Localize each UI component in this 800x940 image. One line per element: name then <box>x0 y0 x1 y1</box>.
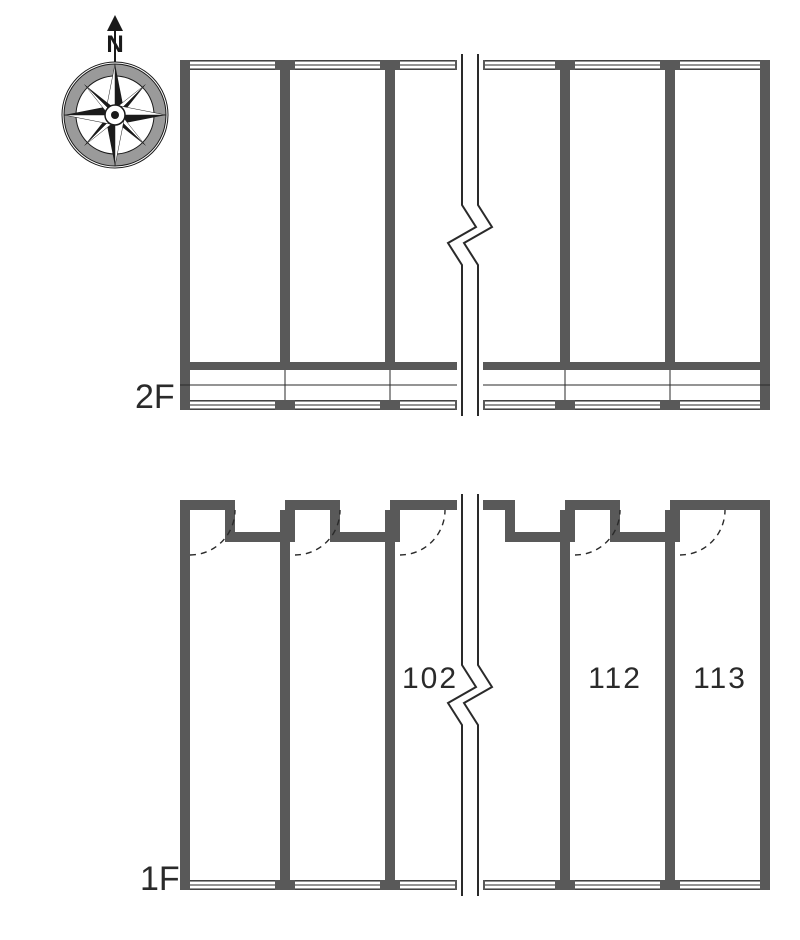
compass-north-label: N <box>106 31 123 58</box>
floor-label-2F: 2F <box>135 378 175 416</box>
floor-2F: 2F <box>135 54 770 416</box>
floor-1F: 102 112 113 1F <box>140 494 770 898</box>
building-floorplan: N 2F 102 112 113 1F <box>0 0 800 940</box>
floor-label-1F: 1F <box>140 860 180 898</box>
room-label-113: 113 <box>693 662 747 695</box>
room-label-102: 102 <box>402 662 458 695</box>
room-label-112: 112 <box>588 662 642 695</box>
compass-rose: N <box>62 15 168 168</box>
